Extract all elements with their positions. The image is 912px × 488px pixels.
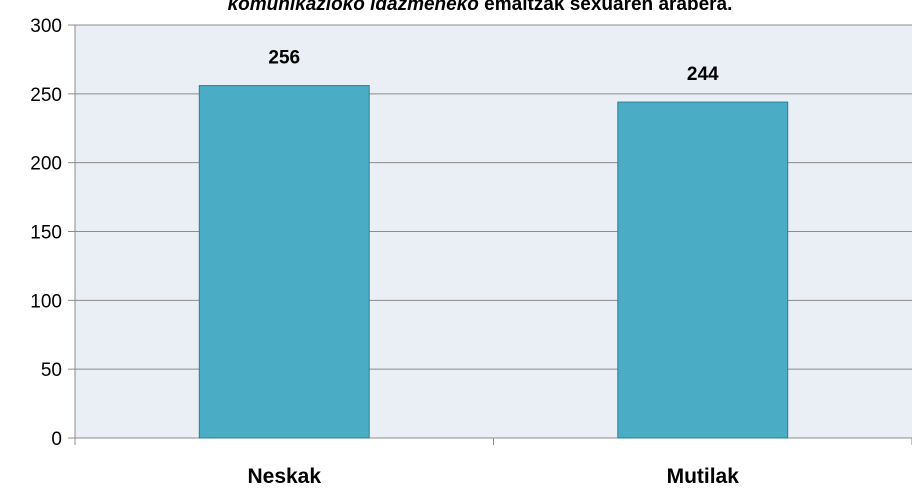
y-tick-label: 50 [41, 360, 62, 381]
chart-title: komunikazioko idazmeneko emaitzak sexuar… [228, 0, 733, 15]
data-label: 244 [687, 64, 719, 85]
y-tick-label: 0 [51, 429, 62, 450]
x-tick-label: Neskak [247, 465, 321, 488]
y-tick-label: 200 [30, 154, 62, 175]
y-tick-label: 300 [30, 16, 62, 37]
bar [617, 101, 789, 439]
y-tick-label: 150 [30, 223, 62, 244]
y-tick-label: 100 [30, 291, 62, 312]
y-tick-label: 250 [30, 85, 62, 106]
title-italic: komunikazioko idazmeneko [228, 0, 479, 15]
x-tick-label: Mutilak [667, 465, 740, 488]
data-label: 256 [268, 48, 300, 69]
title-rest: emaitzak sexuaren arabera. [484, 0, 732, 15]
bar [198, 85, 370, 439]
